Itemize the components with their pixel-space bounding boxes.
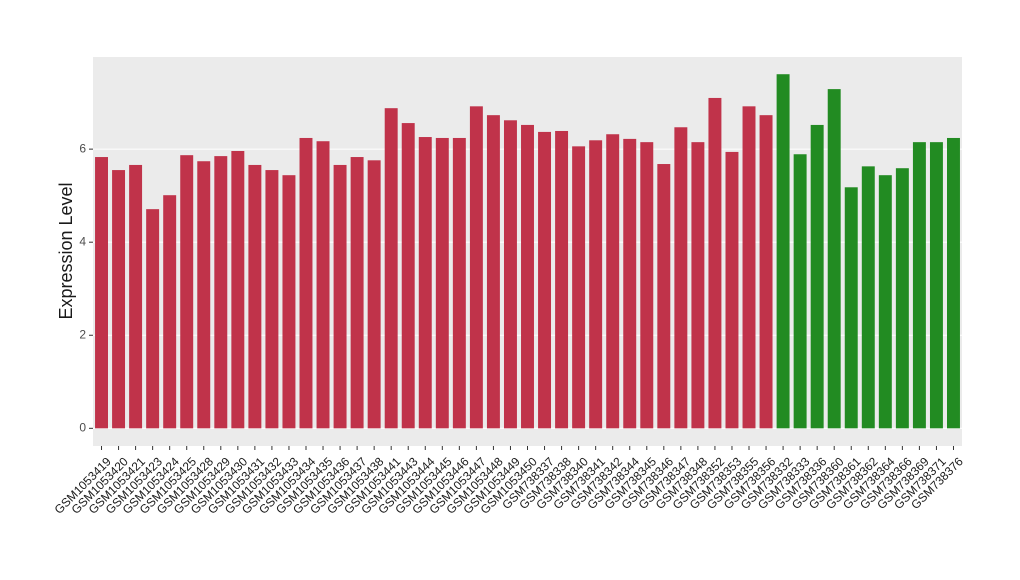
bar xyxy=(452,137,466,429)
y-axis-label: Expression Level xyxy=(56,182,76,319)
bar xyxy=(555,130,569,429)
y-tick-label: 0 xyxy=(79,420,86,434)
bar xyxy=(640,142,654,429)
bar xyxy=(793,154,807,429)
bar xyxy=(759,115,773,429)
bar xyxy=(384,108,398,429)
bar xyxy=(589,140,603,429)
bar xyxy=(265,170,279,429)
bar xyxy=(469,106,483,429)
bar xyxy=(623,138,637,429)
bar xyxy=(367,160,381,429)
bar xyxy=(657,164,671,429)
bar xyxy=(725,151,739,429)
bar xyxy=(947,137,960,429)
bar xyxy=(674,127,688,429)
bar xyxy=(912,142,926,429)
y-tick-label: 6 xyxy=(79,141,86,155)
bar xyxy=(333,164,347,429)
bar xyxy=(418,137,432,429)
bar xyxy=(146,209,160,429)
bar xyxy=(435,137,449,429)
bar xyxy=(521,124,534,429)
bar xyxy=(486,115,500,429)
bar xyxy=(197,161,211,429)
bar xyxy=(708,97,722,429)
bar xyxy=(503,120,517,429)
bar xyxy=(129,164,143,429)
bar xyxy=(538,131,552,429)
y-tick-label: 2 xyxy=(79,327,86,341)
bar xyxy=(827,89,841,429)
bar xyxy=(231,150,245,429)
bar xyxy=(742,106,756,429)
bar xyxy=(606,134,620,429)
bar xyxy=(929,142,943,429)
bar xyxy=(316,141,330,429)
y-tick-label: 4 xyxy=(79,234,86,248)
bar xyxy=(248,164,262,429)
bar xyxy=(112,170,126,429)
bar xyxy=(299,137,313,429)
bar xyxy=(350,157,364,429)
bar xyxy=(282,175,296,429)
bar xyxy=(844,187,858,429)
bar xyxy=(214,156,228,429)
bar xyxy=(401,123,415,429)
bar xyxy=(180,155,194,429)
bar xyxy=(776,74,790,429)
bar xyxy=(163,195,177,429)
bar xyxy=(572,146,586,429)
bar xyxy=(878,175,892,429)
bar xyxy=(95,157,108,429)
bar xyxy=(895,168,909,429)
bar xyxy=(691,142,705,429)
bar xyxy=(861,166,875,429)
bar xyxy=(810,124,824,429)
